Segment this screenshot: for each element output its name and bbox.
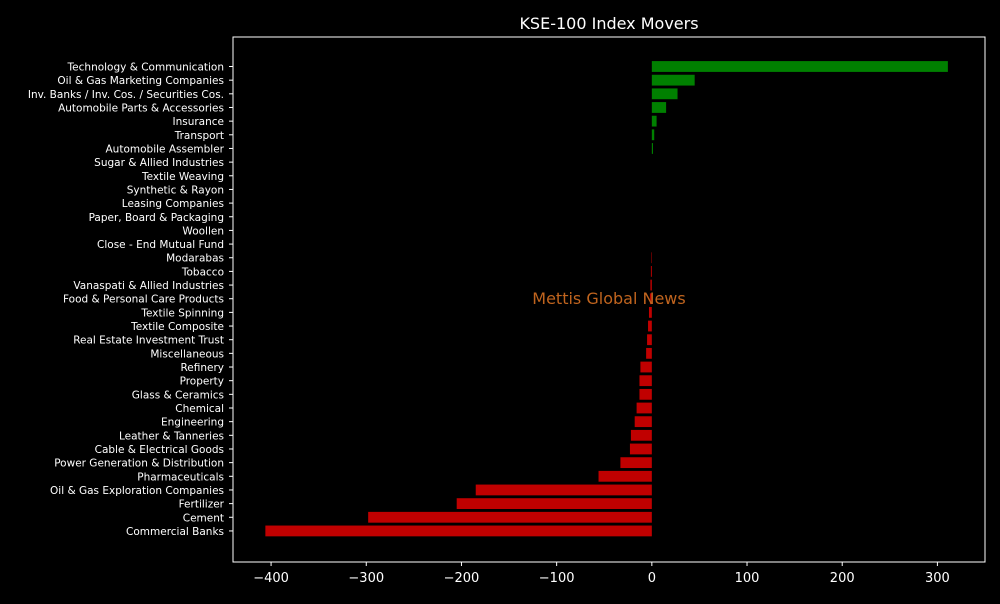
x-tick-label: −200	[444, 571, 480, 586]
y-tick-label: Property	[180, 376, 224, 388]
y-tick-label: Paper, Board & Packaging	[89, 212, 224, 224]
x-tick-label: 200	[830, 571, 855, 586]
bar	[652, 116, 657, 127]
y-tick-label: Real Estate Investment Trust	[73, 335, 224, 347]
y-tick-label: Engineering	[161, 417, 224, 429]
y-tick-label: Miscellaneous	[150, 348, 224, 360]
y-tick-label: Inv. Banks / Inv. Cos. / Securities Cos.	[28, 89, 224, 101]
bar	[639, 375, 651, 386]
bar	[599, 471, 652, 482]
x-tick-label: 100	[735, 571, 760, 586]
y-tick-label: Fertilizer	[179, 499, 225, 511]
y-tick-label: Tobacco	[181, 266, 224, 278]
bar	[476, 485, 652, 496]
chart-title: KSE-100 Index Movers	[519, 14, 698, 33]
y-tick-label: Leather & Tanneries	[119, 430, 224, 442]
y-tick-label: Power Generation & Distribution	[54, 458, 224, 470]
y-tick-label: Close - End Mutual Fund	[97, 239, 224, 251]
y-tick-label: Modarabas	[166, 253, 224, 265]
y-tick-label: Textile Weaving	[141, 171, 224, 183]
y-tick-label: Vanaspati & Allied Industries	[73, 280, 224, 292]
bar	[652, 102, 666, 113]
y-tick-label: Cement	[183, 512, 224, 524]
y-tick-label: Textile Spinning	[140, 307, 224, 319]
y-tick-label: Food & Personal Care Products	[63, 294, 224, 306]
x-tick-label: 300	[925, 571, 950, 586]
y-tick-label: Sugar & Allied Industries	[94, 157, 224, 169]
bar	[648, 321, 652, 332]
bar	[652, 88, 678, 99]
y-tick-label: Textile Composite	[130, 321, 224, 333]
y-tick-label: Woollen	[182, 225, 224, 237]
bar	[652, 75, 695, 86]
bar	[646, 348, 652, 359]
bar	[640, 362, 651, 373]
y-tick-label: Refinery	[180, 362, 224, 374]
bar	[635, 416, 652, 427]
x-tick-label: −300	[348, 571, 384, 586]
y-tick-label: Commercial Banks	[126, 526, 224, 538]
y-tick-label: Chemical	[175, 403, 224, 415]
bar	[637, 403, 652, 414]
y-tick-label: Transport	[174, 130, 224, 142]
bar	[620, 457, 651, 468]
bar	[265, 526, 651, 537]
x-tick-label: −100	[539, 571, 575, 586]
y-tick-label: Cable & Electrical Goods	[95, 444, 224, 456]
bar	[651, 266, 652, 277]
y-tick-label: Glass & Ceramics	[132, 389, 224, 401]
watermark-text: Mettis Global News	[532, 289, 685, 308]
y-tick-label: Pharmaceuticals	[137, 471, 224, 483]
bar	[652, 143, 653, 154]
y-tick-label: Oil & Gas Marketing Companies	[57, 75, 224, 87]
bar	[652, 129, 654, 140]
bar	[457, 498, 652, 509]
bar	[639, 389, 651, 400]
bar	[652, 61, 948, 72]
y-tick-label: Automobile Parts & Accessories	[58, 102, 224, 114]
bar	[631, 430, 652, 441]
x-tick-label: 0	[648, 571, 656, 586]
y-tick-label: Leasing Companies	[122, 198, 224, 210]
bar	[368, 512, 652, 523]
y-tick-label: Insurance	[172, 116, 224, 128]
y-tick-label: Oil & Gas Exploration Companies	[50, 485, 224, 497]
bar	[647, 334, 652, 345]
x-tick-label: −400	[253, 571, 289, 586]
y-tick-label: Synthetic & Rayon	[127, 184, 224, 196]
bar	[649, 307, 652, 318]
y-tick-label: Technology & Communication	[67, 62, 224, 74]
y-tick-label: Automobile Assembler	[106, 143, 225, 155]
bar	[630, 444, 652, 455]
